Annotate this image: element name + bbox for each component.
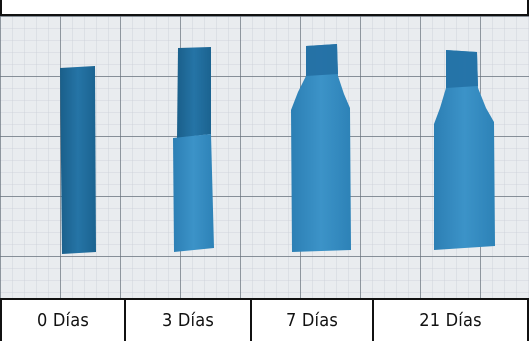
label-0-dias: 0 Días xyxy=(2,300,126,341)
top-border-strip xyxy=(0,0,529,16)
sample-strip-21-dias xyxy=(434,50,495,250)
sample-strip-0-dias xyxy=(60,66,96,254)
label-21-dias: 21 Días xyxy=(419,310,482,331)
sample-strip-7-dias xyxy=(291,44,351,252)
label-7-dias: 7 Días xyxy=(252,300,374,341)
label-3-dias: 3 Días xyxy=(126,300,252,341)
sample-photo xyxy=(0,16,529,298)
sample-strip-3-dias xyxy=(173,47,214,252)
panel-label-row: 0 Días 3 Días 7 Días 21 Días xyxy=(0,298,529,341)
